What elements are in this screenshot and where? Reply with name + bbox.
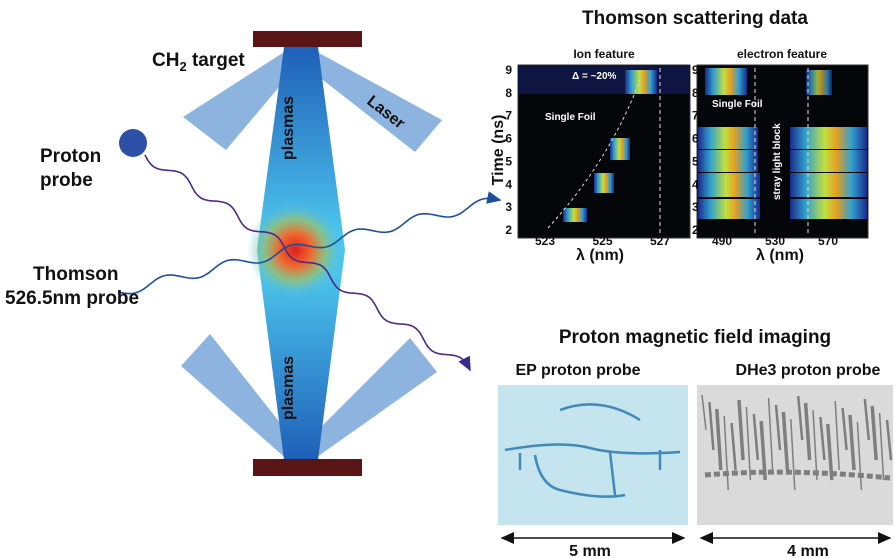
rect: [705, 68, 747, 95]
x-axis-label: λ (nm): [756, 247, 804, 264]
section-title: Proton magnetic field imaging: [559, 327, 831, 348]
thomson-probe-label: Thomson: [33, 264, 119, 285]
panel-title: EP proton probe: [515, 362, 640, 379]
y-tick-label: 7: [505, 109, 512, 123]
rect: [698, 150, 758, 172]
annotation: Δ = ~20%: [572, 71, 617, 82]
page: {"left": {"target": ["CH", "2", " target…: [0, 0, 895, 558]
interaction-region: [247, 202, 343, 298]
plasma-label: plasmas: [280, 96, 297, 160]
label-part: CH: [152, 50, 179, 71]
rect: [806, 70, 832, 95]
rect: [563, 208, 587, 222]
proton-probe-label: probe: [40, 170, 93, 191]
y-tick-label: 4: [505, 177, 512, 191]
y-tick-label: 8: [505, 86, 512, 100]
y-tick-label: 2: [692, 223, 699, 237]
annotation: Single Foil: [545, 112, 596, 123]
proton-source: [119, 129, 147, 157]
y-tick-label: 3: [692, 200, 699, 214]
panel-title: electron feature: [737, 47, 827, 61]
y-axis-label: Time (ns): [490, 115, 507, 186]
annotation: Single Foil: [712, 99, 763, 110]
y-tick-label: 6: [692, 132, 699, 146]
x-tick-label: 525: [592, 234, 612, 248]
x-tick-label: 530: [765, 234, 785, 248]
x-tick-label: 523: [535, 234, 555, 248]
label-sub: 2: [179, 59, 186, 74]
x-tick-label: 490: [712, 234, 732, 248]
y-tick-label: 6: [505, 132, 512, 146]
rect: [610, 138, 630, 160]
rect: [698, 173, 760, 197]
y-tick-label: 9: [505, 63, 512, 77]
scale-label: 4 mm: [787, 543, 829, 558]
y-tick-label: 4: [692, 177, 699, 191]
rect: [790, 127, 867, 149]
y-tick-label: 7: [692, 109, 699, 123]
label-part: target: [187, 50, 246, 71]
rect: [790, 173, 867, 197]
y-tick-label: 8: [692, 86, 699, 100]
panel-title: DHe3 proton probe: [736, 362, 881, 379]
rect: [790, 150, 867, 172]
y-tick-label: 2: [505, 223, 512, 237]
scale-label: 5 mm: [569, 543, 611, 558]
rect: [594, 173, 614, 193]
annotation: stray light block: [772, 123, 783, 200]
y-tick-label: 9: [692, 63, 699, 77]
rect: [625, 70, 657, 94]
panel-title: Ion feature: [573, 47, 635, 61]
figure: CH2 target Laser plasmas plasmas Proton …: [0, 0, 895, 558]
thomson-probe-label: 526.5nm probe: [5, 288, 139, 309]
rect: [790, 199, 867, 219]
proton-probe-label: Proton: [40, 146, 101, 167]
y-tick-label: 5: [505, 154, 512, 168]
x-tick-label: 527: [650, 234, 670, 248]
rect: [698, 127, 758, 149]
target-bottom: [253, 459, 362, 476]
target-top: [253, 31, 362, 47]
rect: [698, 199, 760, 219]
y-tick-label: 3: [505, 200, 512, 214]
x-axis-label: λ (nm): [576, 247, 624, 264]
target-label: CH2 target: [152, 50, 245, 74]
plasma-label: plasmas: [280, 356, 297, 420]
section-title: Thomson scattering data: [582, 8, 808, 29]
x-tick-label: 570: [818, 234, 838, 248]
y-tick-label: 5: [692, 154, 699, 168]
